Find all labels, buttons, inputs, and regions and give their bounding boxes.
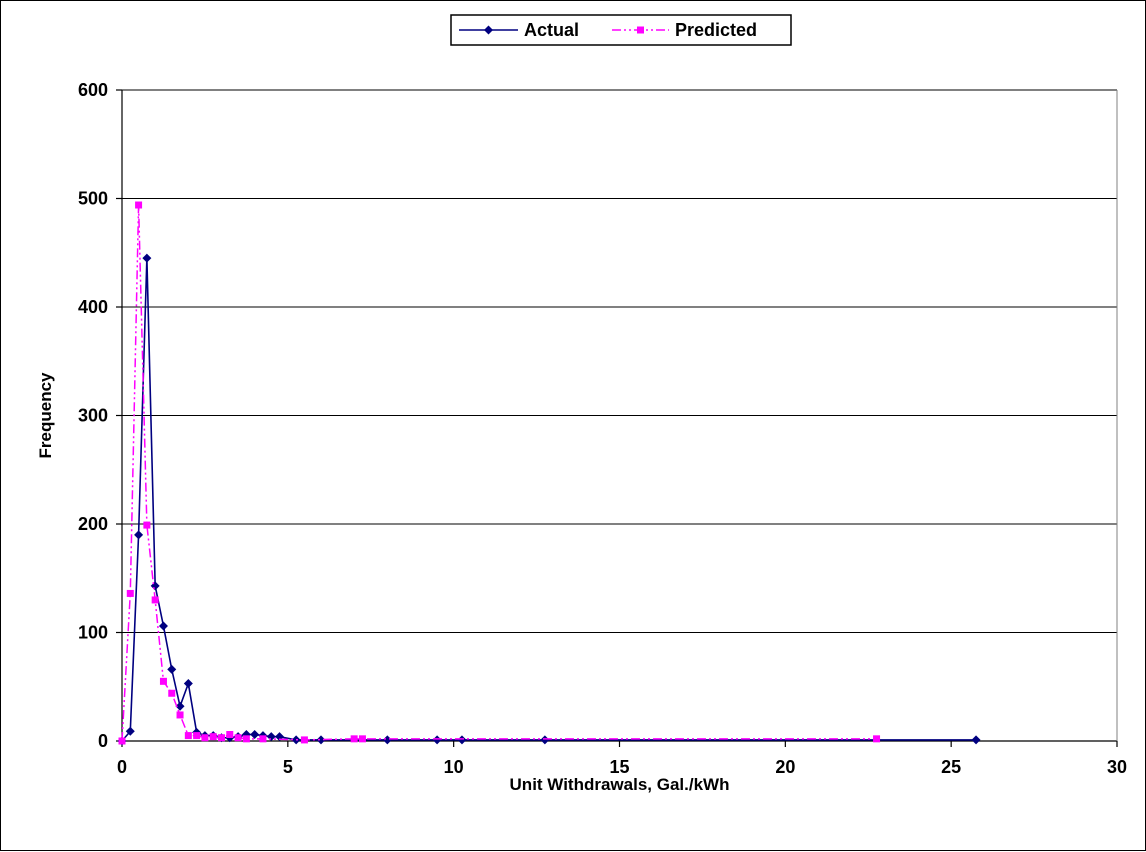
data-point-actual — [167, 664, 177, 674]
data-point-predicted — [300, 736, 308, 744]
legend-label-predicted: Predicted — [675, 20, 757, 40]
data-point-actual — [266, 732, 276, 742]
data-point-actual — [158, 621, 168, 631]
y-tick-label: 500 — [78, 189, 108, 209]
data-point-actual — [125, 726, 135, 736]
data-point-actual — [134, 530, 144, 540]
data-point-predicted — [218, 734, 225, 742]
gridlines — [122, 89, 1117, 633]
legend-sample-actual — [459, 25, 518, 35]
data-point-predicted — [209, 733, 217, 741]
data-point-predicted — [873, 735, 881, 743]
legend-sample-predicted — [612, 26, 669, 34]
data-point-actual — [250, 729, 260, 739]
data-point-actual — [382, 735, 392, 745]
legend-label-actual: Actual — [524, 20, 579, 40]
x-tick-label: 20 — [775, 757, 795, 777]
x-tick-label: 5 — [283, 757, 293, 777]
x-tick-label: 15 — [609, 757, 629, 777]
data-point-predicted — [193, 732, 201, 740]
data-point-predicted — [226, 730, 234, 738]
data-point-predicted — [184, 732, 192, 740]
y-tick-label: 200 — [78, 514, 108, 534]
data-point-predicted — [242, 735, 250, 743]
series-predicted — [118, 201, 881, 745]
y-tick-label: 300 — [78, 406, 108, 426]
data-point-predicted — [259, 735, 267, 743]
data-point-actual — [457, 735, 467, 745]
x-tick-label: 10 — [444, 757, 464, 777]
x-tick-label: 0 — [117, 757, 127, 777]
data-point-predicted — [135, 201, 143, 209]
x-tick-label: 25 — [941, 757, 961, 777]
data-point-actual — [175, 701, 185, 711]
data-point-predicted — [176, 711, 184, 719]
x-axis-title: Unit Withdrawals, Gal./kWh — [510, 775, 730, 794]
series-layer — [117, 201, 981, 746]
data-point-predicted — [234, 734, 242, 742]
data-point-predicted — [126, 589, 134, 597]
x-tick-label: 30 — [1107, 757, 1127, 777]
data-point-predicted — [350, 735, 358, 743]
data-point-actual — [971, 735, 981, 745]
data-point-predicted — [151, 596, 159, 604]
legend: Actual Predicted — [450, 14, 792, 46]
y-tick-label: 600 — [78, 80, 108, 100]
data-point-predicted — [358, 735, 366, 743]
data-point-predicted — [168, 689, 176, 697]
data-point-predicted — [159, 677, 167, 685]
data-point-actual — [142, 253, 152, 263]
legend-marker-actual — [484, 25, 493, 35]
y-tick-label: 400 — [78, 297, 108, 317]
data-point-actual — [540, 735, 550, 745]
data-point-actual — [316, 735, 326, 745]
data-point-predicted — [201, 734, 209, 742]
data-point-actual — [432, 735, 442, 745]
data-point-predicted — [118, 737, 126, 745]
y-axis-title: Frequency — [36, 372, 55, 459]
y-tick-label: 0 — [98, 731, 108, 751]
legend-marker-predicted — [637, 26, 644, 34]
data-point-predicted — [143, 521, 151, 529]
data-point-actual — [183, 678, 193, 688]
y-tick-label: 100 — [78, 623, 108, 643]
tick-labels: 0 100 200 300 400 500 600 0 5 10 15 20 25 30 — [78, 80, 1127, 777]
